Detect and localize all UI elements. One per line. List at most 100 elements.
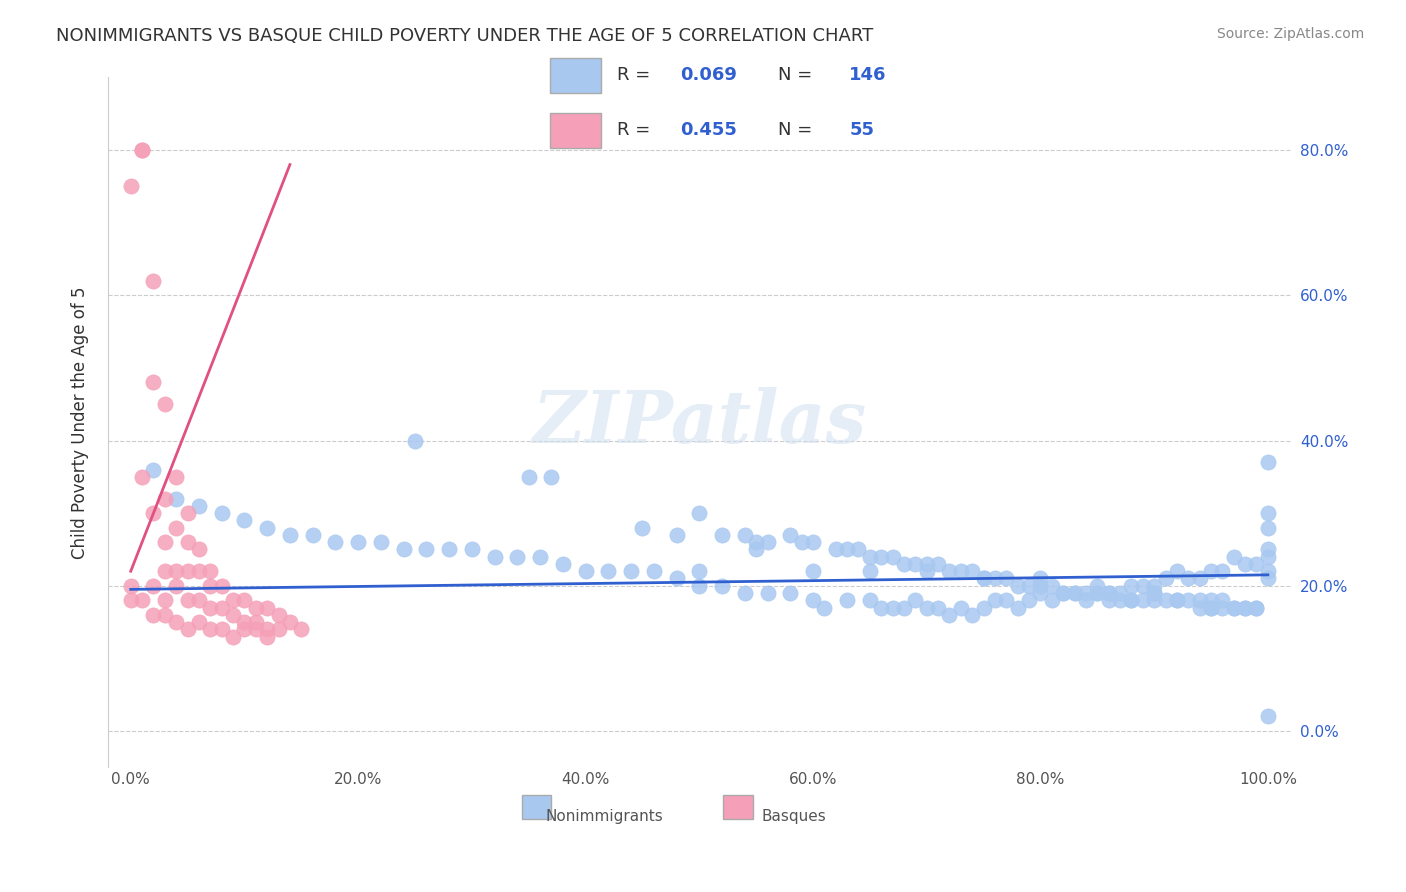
Point [1098, 586, 1121, 600]
Point [1234, 600, 1257, 615]
Point [222, 630, 245, 644]
Point [222, 593, 245, 607]
Point [278, 528, 301, 542]
Point [120, 579, 142, 593]
Point [882, 549, 904, 564]
Point [131, 143, 153, 157]
Point [1246, 557, 1268, 571]
Text: Source: ZipAtlas.com: Source: ZipAtlas.com [1216, 27, 1364, 41]
Point [643, 564, 665, 578]
Point [1052, 586, 1074, 600]
Point [1199, 593, 1222, 607]
Point [200, 622, 222, 636]
Point [142, 274, 165, 288]
Point [779, 586, 801, 600]
Point [1121, 593, 1143, 607]
Point [1199, 564, 1222, 578]
Point [1188, 593, 1211, 607]
Point [165, 521, 187, 535]
Point [1257, 542, 1279, 557]
Text: R =: R = [617, 121, 657, 139]
FancyBboxPatch shape [550, 112, 602, 147]
Point [461, 542, 484, 557]
Text: 55: 55 [849, 121, 875, 139]
Point [734, 586, 756, 600]
Point [801, 593, 824, 607]
Text: N =: N = [779, 66, 818, 84]
Point [142, 462, 165, 476]
Point [1007, 600, 1029, 615]
Y-axis label: Child Poverty Under the Age of 5: Child Poverty Under the Age of 5 [72, 286, 89, 558]
Point [211, 600, 233, 615]
Point [1063, 586, 1085, 600]
Point [984, 572, 1007, 586]
Point [790, 535, 813, 549]
Point [325, 535, 347, 549]
Point [973, 600, 995, 615]
Point [551, 557, 574, 571]
Point [1109, 586, 1132, 600]
Point [1257, 506, 1279, 520]
Point [1199, 600, 1222, 615]
Point [392, 542, 415, 557]
Point [859, 549, 882, 564]
Point [153, 397, 176, 411]
Point [1143, 593, 1166, 607]
Point [153, 593, 176, 607]
Point [200, 600, 222, 615]
Text: 0.455: 0.455 [681, 121, 737, 139]
Point [1188, 600, 1211, 615]
Point [415, 542, 437, 557]
Point [1222, 600, 1244, 615]
Point [1211, 564, 1233, 578]
Point [837, 542, 859, 557]
Point [1029, 579, 1052, 593]
Point [904, 557, 927, 571]
Point [915, 564, 938, 578]
Point [176, 535, 198, 549]
Point [1222, 600, 1244, 615]
Point [859, 593, 882, 607]
Point [1257, 455, 1279, 469]
Text: R =: R = [617, 66, 657, 84]
Point [165, 564, 187, 578]
Point [973, 572, 995, 586]
Point [1007, 579, 1029, 593]
Point [973, 572, 995, 586]
Text: Nonimmigrants: Nonimmigrants [546, 809, 664, 823]
Point [1177, 572, 1199, 586]
Point [131, 143, 153, 157]
Point [1177, 593, 1199, 607]
Point [870, 600, 893, 615]
Point [245, 615, 267, 629]
Point [915, 557, 938, 571]
Point [1074, 593, 1097, 607]
Point [711, 579, 734, 593]
Point [222, 607, 245, 622]
Point [1029, 586, 1052, 600]
Point [1098, 586, 1121, 600]
Point [1098, 593, 1121, 607]
Point [120, 179, 142, 194]
Point [484, 549, 506, 564]
Point [120, 593, 142, 607]
Point [1121, 593, 1143, 607]
Point [1132, 593, 1154, 607]
Point [404, 434, 426, 448]
Point [301, 528, 323, 542]
Point [984, 593, 1007, 607]
Point [1143, 586, 1166, 600]
Point [904, 593, 927, 607]
Point [153, 607, 176, 622]
Point [1257, 709, 1279, 723]
Point [233, 615, 256, 629]
Point [176, 506, 198, 520]
Point [1257, 572, 1279, 586]
Point [949, 564, 972, 578]
Point [711, 528, 734, 542]
Point [188, 615, 211, 629]
Point [745, 542, 768, 557]
Point [1257, 521, 1279, 535]
Point [506, 549, 529, 564]
Point [211, 506, 233, 520]
